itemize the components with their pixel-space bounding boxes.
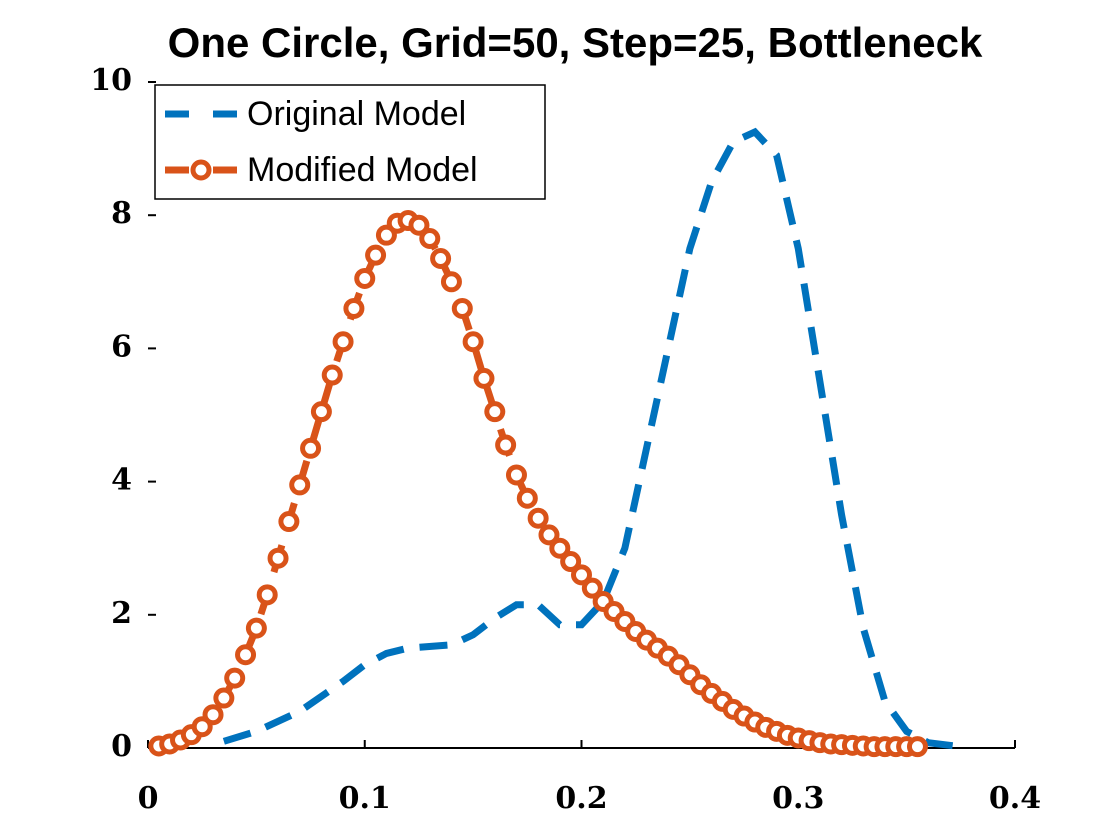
data-point bbox=[516, 487, 538, 509]
data-point bbox=[906, 736, 928, 758]
data-point bbox=[235, 644, 257, 666]
data-point bbox=[332, 331, 354, 353]
data-point bbox=[527, 507, 549, 529]
data-point bbox=[278, 511, 300, 533]
data-point bbox=[430, 247, 452, 269]
data-point bbox=[191, 716, 213, 738]
x-tick-label: 0 bbox=[138, 781, 159, 816]
data-point bbox=[495, 434, 517, 456]
data-point bbox=[343, 297, 365, 319]
data-point bbox=[213, 687, 235, 709]
y-tick-label: 2 bbox=[111, 596, 132, 631]
y-tick-label: 6 bbox=[111, 329, 132, 364]
data-point bbox=[256, 584, 278, 606]
x-tick-label: 0.3 bbox=[772, 781, 824, 816]
data-point bbox=[354, 267, 376, 289]
data-point bbox=[408, 214, 430, 236]
legend-marker bbox=[190, 159, 212, 181]
legend-label: Modified Model bbox=[247, 151, 478, 189]
data-point bbox=[440, 271, 462, 293]
data-point bbox=[245, 617, 267, 639]
data-point bbox=[473, 367, 495, 389]
data-point bbox=[289, 474, 311, 496]
x-tick-label: 0.1 bbox=[339, 781, 391, 816]
data-point bbox=[571, 564, 592, 586]
y-tick-label: 0 bbox=[111, 729, 132, 764]
data-point bbox=[462, 331, 484, 353]
y-tick-label: 8 bbox=[111, 196, 132, 231]
legend-box bbox=[154, 84, 546, 200]
data-point bbox=[375, 224, 397, 246]
data-point bbox=[365, 244, 387, 266]
x-tick-label: 0.2 bbox=[555, 781, 607, 816]
data-point bbox=[321, 364, 343, 386]
data-point bbox=[581, 577, 603, 599]
data-point bbox=[451, 297, 473, 319]
data-point bbox=[505, 464, 527, 486]
data-point bbox=[419, 228, 441, 250]
series-line bbox=[222, 127, 962, 751]
y-tick-label: 4 bbox=[111, 463, 132, 498]
data-point bbox=[310, 401, 332, 423]
data-point bbox=[560, 551, 582, 573]
data-point bbox=[484, 401, 506, 423]
chart-title: One Circle, Grid=50, Step=25, Bottleneck bbox=[168, 19, 983, 66]
x-tick-label: 0.4 bbox=[989, 781, 1041, 816]
data-point bbox=[538, 524, 560, 546]
data-point bbox=[224, 667, 246, 689]
y-tick-label: 10 bbox=[90, 63, 132, 98]
legend-label: Original Model bbox=[247, 95, 466, 133]
data-point bbox=[549, 537, 571, 559]
data-point bbox=[300, 437, 322, 459]
data-point bbox=[202, 704, 224, 726]
data-point bbox=[267, 547, 289, 569]
